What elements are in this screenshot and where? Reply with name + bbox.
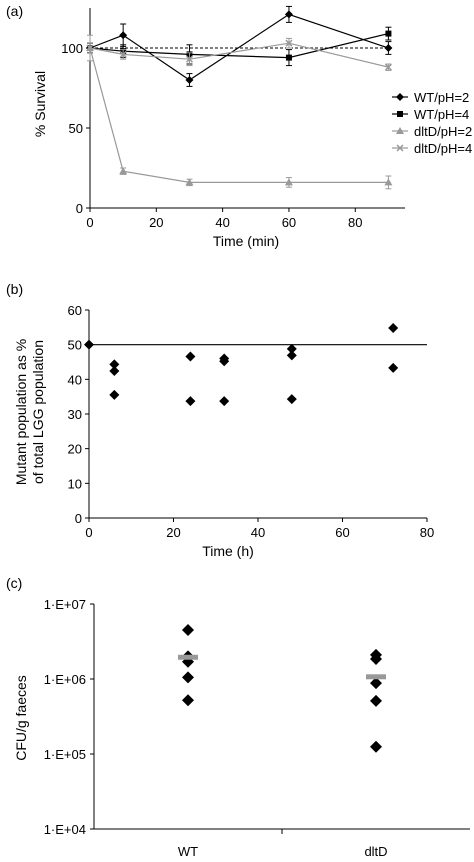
panel-b-data-point bbox=[388, 323, 399, 334]
panel-a-x-tick-label: 0 bbox=[86, 215, 93, 230]
panel-c-data-point bbox=[182, 624, 194, 637]
panel-b-data-point bbox=[109, 366, 120, 377]
panel-b-data-point bbox=[185, 351, 196, 362]
panel-a-data-point bbox=[384, 178, 393, 186]
panel-b-y-tick-label: 0 bbox=[75, 511, 82, 526]
panel-c-category-label: dltD bbox=[364, 844, 387, 859]
panel-c-data-point bbox=[370, 740, 382, 753]
panel-c-y-tick-label: 1·E+07 bbox=[44, 597, 86, 612]
panel-b-data-point bbox=[109, 359, 120, 370]
panel-b-data-point bbox=[286, 394, 297, 405]
panel-b-y-tick-label: 50 bbox=[68, 338, 82, 353]
panel-b-data-point bbox=[84, 339, 94, 350]
panel-a-legend-label: WT/pH=2 bbox=[414, 90, 469, 105]
panel-a-legend-marker bbox=[396, 93, 404, 101]
panel-a-data-point bbox=[119, 31, 128, 40]
panel-c-data-point bbox=[182, 694, 194, 707]
panel-a-x-tick-label: 40 bbox=[215, 215, 229, 230]
panel-c-chart: (c) CFU/g faeces 1·E+07 1·E+06 1·E+05 1·E+0… bbox=[6, 575, 470, 859]
panel-a-data-point bbox=[385, 30, 392, 37]
panel-a-data-point bbox=[119, 167, 128, 175]
panel-c-data-point bbox=[182, 671, 194, 684]
panel-c-data-point bbox=[370, 652, 382, 665]
panel-b-data-point bbox=[109, 389, 120, 400]
panel-a-x-tick-label: 80 bbox=[348, 215, 362, 230]
panel-b-label: (b) bbox=[6, 281, 23, 297]
panel-b-y-axis-label-line2: of total LGG population bbox=[30, 340, 46, 484]
panel-b-y-tick-label: 10 bbox=[68, 476, 82, 491]
panel-a-legend-marker bbox=[397, 111, 403, 117]
panel-c-label: (c) bbox=[6, 575, 22, 591]
panel-c-category-label: WT bbox=[178, 844, 198, 859]
panel-a-y-axis-label: % Survival bbox=[32, 71, 48, 137]
panel-a-legend-label: dltD/pH=2 bbox=[414, 124, 472, 139]
panel-b-x-tick-label: 60 bbox=[335, 525, 349, 540]
panel-a-data-point bbox=[86, 44, 94, 52]
panel-b-data-point bbox=[388, 362, 399, 373]
panel-b-data-point bbox=[286, 350, 297, 361]
panel-a-data-point bbox=[119, 50, 127, 58]
panel-a-data-point bbox=[384, 63, 392, 71]
panel-c-y-axis-label: CFU/g faeces bbox=[13, 675, 29, 761]
panel-a-legend-label: WT/pH=4 bbox=[414, 107, 469, 122]
panel-a-legend-marker bbox=[396, 127, 404, 134]
panel-b-y-tick-label: 30 bbox=[68, 407, 82, 422]
panel-b-data-point bbox=[219, 396, 230, 407]
panel-a-x-axis-label: Time (min) bbox=[213, 233, 279, 249]
panel-b-data-point bbox=[219, 356, 230, 367]
panel-a-series-line bbox=[89, 33, 389, 59]
panel-b-y-tick-label: 20 bbox=[68, 442, 82, 457]
panel-a-data-point bbox=[284, 10, 293, 19]
panel-b-x-axis-label: Time (h) bbox=[202, 543, 254, 559]
panel-a-chart: (a) Time (min) % Survival 0 20 40 60 80 0 50 10… bbox=[6, 3, 472, 249]
panel-a-x-tick-label: 20 bbox=[149, 215, 163, 230]
panel-b-y-tick-label: 60 bbox=[68, 303, 82, 318]
panel-b-y-tick-label: 40 bbox=[68, 372, 82, 387]
panel-b-y-axis-label-line1: Mutant population as % bbox=[13, 339, 29, 485]
panel-a-data-point bbox=[384, 44, 393, 52]
panel-c-y-tick-label: 1·E+04 bbox=[44, 822, 86, 837]
panel-c-data-point bbox=[370, 677, 382, 690]
panel-a-label: (a) bbox=[6, 3, 23, 19]
panel-b-data-point bbox=[286, 343, 297, 354]
panel-a-data-point bbox=[185, 178, 194, 186]
panel-a-data-point bbox=[185, 76, 194, 84]
panel-a-data-point bbox=[284, 178, 293, 186]
panel-b-chart: (b) Time (h) Mutant population as % of t… bbox=[6, 281, 434, 559]
panel-b-data-point bbox=[185, 396, 196, 407]
panel-a-legend-label: dltD/pH=4 bbox=[414, 141, 472, 156]
panel-b-x-tick-label: 20 bbox=[166, 525, 180, 540]
panel-b-x-tick-label: 40 bbox=[251, 525, 265, 540]
panel-c-y-tick-label: 1·E+06 bbox=[44, 672, 86, 687]
panel-a-series-line bbox=[89, 47, 389, 183]
panel-a-legend-marker bbox=[396, 144, 404, 152]
panel-a-data-point bbox=[285, 54, 292, 61]
panel-a-series-line bbox=[89, 13, 389, 81]
panel-b-x-tick-label: 80 bbox=[420, 525, 434, 540]
panel-c-data-point bbox=[370, 694, 382, 707]
panel-a-x-tick-label: 60 bbox=[282, 215, 296, 230]
panel-c-mean-bar bbox=[178, 654, 198, 660]
panel-a-y-tick-label: 0 bbox=[76, 201, 83, 216]
panel-b-x-tick-label: 0 bbox=[85, 525, 92, 540]
panel-a-y-tick-label: 50 bbox=[69, 121, 83, 136]
panel-c-y-tick-label: 1·E+05 bbox=[44, 747, 86, 762]
panel-c-mean-bar bbox=[366, 674, 386, 680]
panel-a-data-point bbox=[185, 55, 194, 63]
panel-a-data-point bbox=[285, 39, 293, 47]
panel-a-y-tick-label: 100 bbox=[61, 41, 83, 56]
